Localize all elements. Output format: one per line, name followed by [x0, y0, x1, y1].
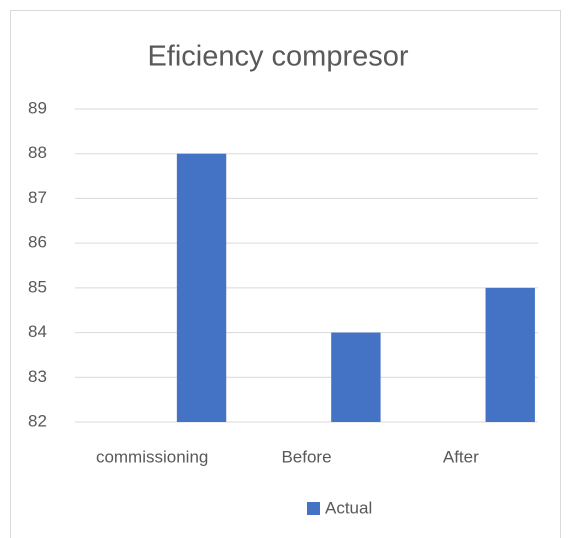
x-tick-label: commissioning: [96, 447, 208, 466]
bar: [331, 332, 381, 422]
chart-title: Eficiency compresor: [147, 41, 408, 73]
x-tick-label: After: [443, 447, 479, 466]
y-tick-label: 87: [28, 188, 47, 207]
y-tick-label: 88: [28, 143, 47, 162]
legend-swatch: [307, 502, 320, 515]
y-tick-label: 82: [28, 411, 47, 430]
y-tick-label: 85: [28, 277, 47, 296]
chart-border: [10, 10, 561, 538]
y-tick-label: 84: [28, 322, 47, 341]
bar: [485, 287, 535, 422]
legend-label: Actual: [325, 498, 372, 517]
y-tick-label: 89: [28, 98, 47, 117]
y-tick-label: 86: [28, 233, 47, 252]
y-tick-label: 83: [28, 367, 47, 386]
bar: [176, 153, 227, 422]
x-tick-label: Before: [281, 447, 331, 466]
